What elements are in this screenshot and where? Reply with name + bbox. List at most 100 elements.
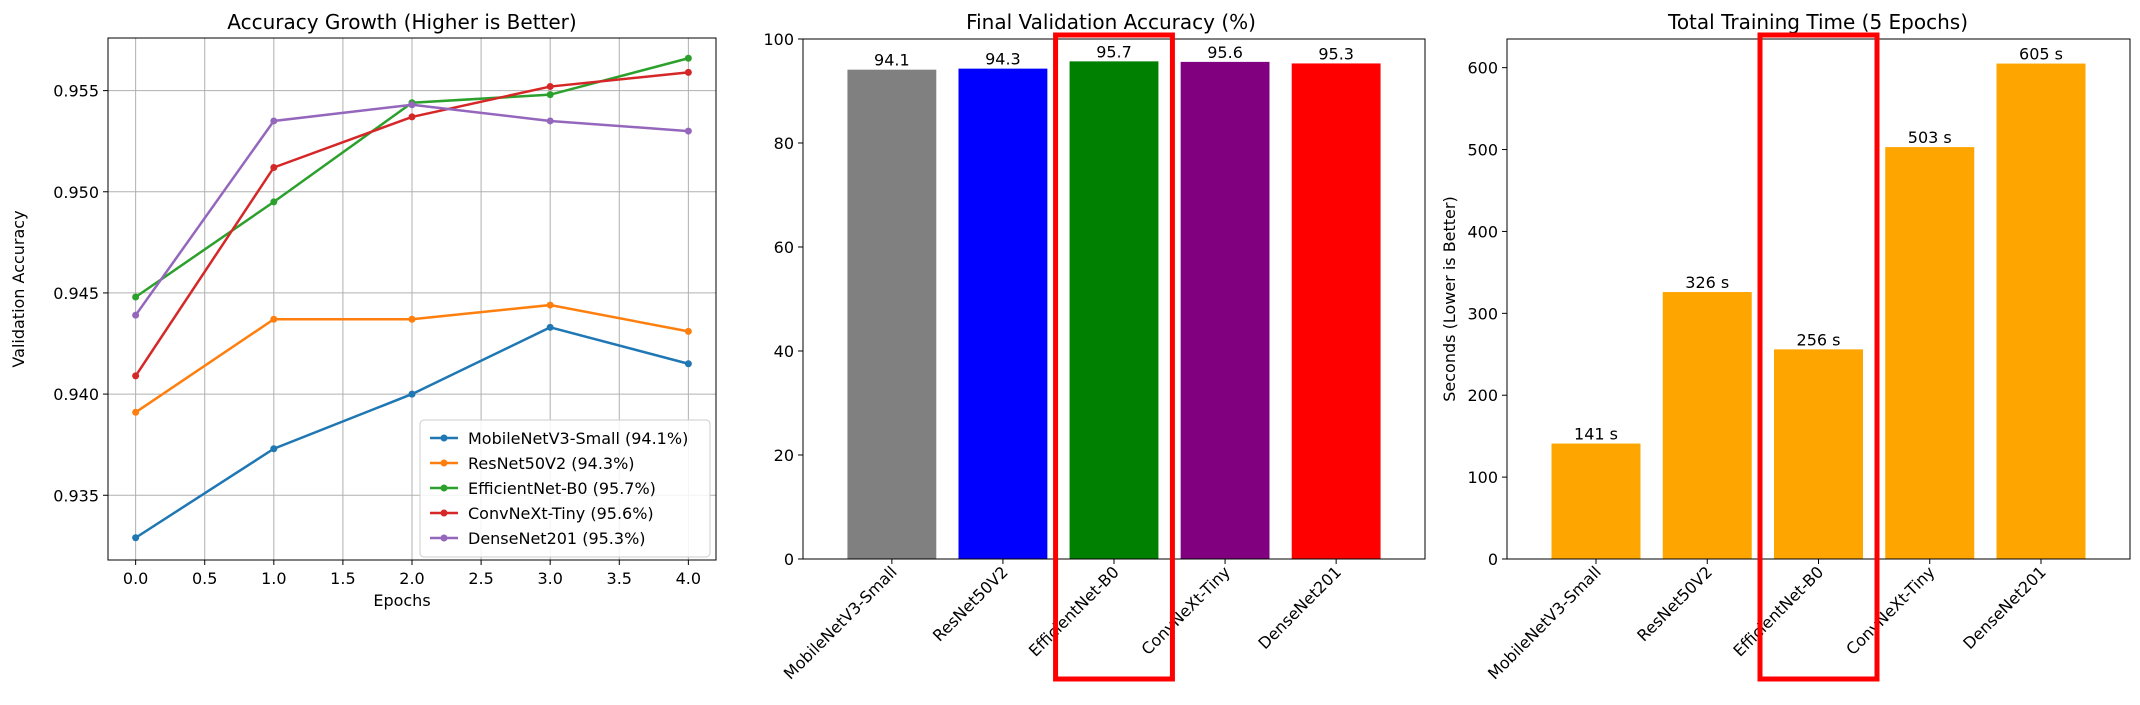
legend-label: ResNet50V2 (94.3%) bbox=[468, 454, 635, 473]
data-label-densenet201: 95.3 bbox=[1318, 44, 1354, 63]
xtick-label-mobilenetv3-small: MobileNetV3-Small bbox=[780, 562, 901, 683]
series-point-1 bbox=[270, 315, 278, 323]
chart1-ytick-label: 0.940 bbox=[53, 385, 99, 404]
chart3-ytick-label: 600 bbox=[1467, 59, 1498, 78]
highlight-box bbox=[1757, 32, 1880, 682]
chart2-ytick-label: 20 bbox=[774, 446, 794, 465]
series-point-0 bbox=[408, 390, 416, 398]
data-label-resnet50v2: 94.3 bbox=[985, 50, 1021, 69]
bar-mobilenetv3-small bbox=[847, 69, 937, 560]
chart1-xtick-label: 1.5 bbox=[330, 569, 355, 588]
series-point-1 bbox=[546, 301, 554, 309]
series-point-3 bbox=[270, 163, 278, 171]
legend-swatch-marker bbox=[440, 459, 448, 467]
data-label-convnext-tiny: 503 s bbox=[1908, 128, 1952, 147]
chart1-xtick-label: 0.0 bbox=[123, 569, 148, 588]
chart2-axes-frame bbox=[802, 38, 1426, 560]
legend-swatch-marker bbox=[440, 509, 448, 517]
xtick-label-convnext-tiny: ConvNeXt-Tiny bbox=[1138, 562, 1234, 658]
chart3-ytick-label: 200 bbox=[1467, 386, 1498, 405]
bar-efficientnet-b0 bbox=[1069, 61, 1159, 560]
chart3-ylabel: Seconds (Lower is Better) bbox=[1440, 196, 1459, 401]
series-point-4 bbox=[270, 117, 278, 125]
bar-resnet50v2 bbox=[958, 68, 1048, 559]
series-point-0 bbox=[546, 323, 554, 331]
data-label-convnext-tiny: 95.6 bbox=[1207, 43, 1243, 62]
chart1-title: Accuracy Growth (Higher is Better) bbox=[227, 10, 576, 34]
series-point-4 bbox=[408, 101, 416, 109]
series-point-2 bbox=[270, 198, 278, 206]
chart3-ytick-label: 400 bbox=[1467, 222, 1498, 241]
bar-convnext-tiny bbox=[1180, 61, 1270, 559]
accuracy-growth-chart: Accuracy Growth (Higher is Better) Epoch… bbox=[9, 10, 717, 610]
chart1-xtick-label: 4.0 bbox=[676, 569, 701, 588]
legend-swatch-marker bbox=[440, 484, 448, 492]
series-point-2 bbox=[132, 293, 140, 301]
series-point-3 bbox=[684, 68, 692, 76]
series-point-0 bbox=[132, 534, 140, 542]
chart1-legend: MobileNetV3-Small (94.1%) ResNet50V2 (94.… bbox=[419, 419, 711, 558]
chart1-xtick-label: 3.0 bbox=[537, 569, 562, 588]
chart1-xtick-label: 2.5 bbox=[468, 569, 493, 588]
data-label-mobilenetv3-small: 141 s bbox=[1574, 425, 1618, 444]
bar-convnext-tiny bbox=[1885, 147, 1975, 559]
chart2-ytick-label: 80 bbox=[774, 134, 794, 153]
data-label-efficientnet-b0: 256 s bbox=[1797, 330, 1841, 349]
legend-swatch-marker bbox=[440, 434, 448, 442]
series-point-1 bbox=[132, 408, 140, 416]
chart1-ylabel: Validation Accuracy bbox=[9, 210, 28, 367]
xtick-label-efficientnet-b0: EfficientNet-B0 bbox=[1025, 562, 1123, 660]
series-point-0 bbox=[684, 360, 692, 368]
chart1-ytick-label: 0.955 bbox=[53, 82, 99, 101]
chart3-title: Total Training Time (5 Epochs) bbox=[1667, 10, 1968, 34]
series-point-3 bbox=[132, 372, 140, 380]
data-label-resnet50v2: 326 s bbox=[1685, 273, 1729, 292]
chart2-ytick-label: 100 bbox=[763, 30, 794, 49]
bar-densenet201 bbox=[1996, 63, 2086, 560]
bar-efficientnet-b0 bbox=[1774, 349, 1863, 559]
chart1-xlabel: Epochs bbox=[373, 591, 430, 610]
chart2-ytick-label: 60 bbox=[774, 238, 794, 257]
chart2-title: Final Validation Accuracy (%) bbox=[966, 10, 1256, 34]
xtick-label-mobilenetv3-small: MobileNetV3-Small bbox=[1484, 562, 1605, 683]
series-point-4 bbox=[546, 117, 554, 125]
xtick-label-efficientnet-b0: EfficientNet-B0 bbox=[1729, 562, 1827, 660]
chart3-ytick-label: 100 bbox=[1467, 468, 1498, 487]
highlight-box bbox=[1053, 32, 1175, 682]
series-point-4 bbox=[132, 311, 140, 319]
bar-densenet201 bbox=[1291, 63, 1381, 559]
series-point-1 bbox=[408, 315, 416, 323]
final-accuracy-chart: Final Validation Accuracy (%) 0 20 40 60 80 1… bbox=[763, 10, 1426, 683]
data-label-mobilenetv3-small: 94.1 bbox=[874, 51, 910, 70]
xtick-label-resnet50v2: ResNet50V2 bbox=[929, 562, 1012, 645]
data-label-efficientnet-b0: 95.7 bbox=[1096, 42, 1132, 61]
xtick-label-resnet50v2: ResNet50V2 bbox=[1633, 562, 1716, 645]
series-point-3 bbox=[408, 113, 416, 121]
legend-label: ConvNeXt-Tiny (95.6%) bbox=[468, 504, 654, 523]
chart1-ytick-label: 0.945 bbox=[53, 284, 99, 303]
legend-swatch-marker bbox=[440, 534, 448, 542]
legend-label: DenseNet201 (95.3%) bbox=[468, 529, 646, 548]
series-point-2 bbox=[546, 91, 554, 99]
chart1-legend-box bbox=[419, 419, 711, 558]
chart1-xtick-label: 2.0 bbox=[399, 569, 424, 588]
training-time-chart: Total Training Time (5 Epochs) Seconds (… bbox=[1440, 10, 2131, 683]
xtick-label-densenet201: DenseNet201 bbox=[1254, 562, 1345, 653]
chart1-grid bbox=[108, 38, 716, 560]
chart1-axes-frame bbox=[107, 37, 717, 561]
series-point-0 bbox=[270, 445, 278, 453]
chart1-ytick-label: 0.935 bbox=[53, 486, 99, 505]
legend-label: EfficientNet-B0 (95.7%) bbox=[468, 479, 656, 498]
chart3-ytick-label: 0 bbox=[1488, 550, 1498, 569]
chart3-ytick-label: 300 bbox=[1467, 304, 1498, 323]
chart2-ytick-label: 40 bbox=[774, 342, 794, 361]
series-point-2 bbox=[684, 54, 692, 62]
series-point-1 bbox=[684, 327, 692, 335]
bar-mobilenetv3-small bbox=[1551, 443, 1641, 559]
legend-label: MobileNetV3-Small (94.1%) bbox=[468, 429, 688, 448]
series-point-4 bbox=[684, 127, 692, 135]
chart3-axes-frame bbox=[1506, 38, 2131, 560]
xtick-label-densenet201: DenseNet201 bbox=[1959, 562, 2050, 653]
data-label-densenet201: 605 s bbox=[2019, 45, 2063, 64]
